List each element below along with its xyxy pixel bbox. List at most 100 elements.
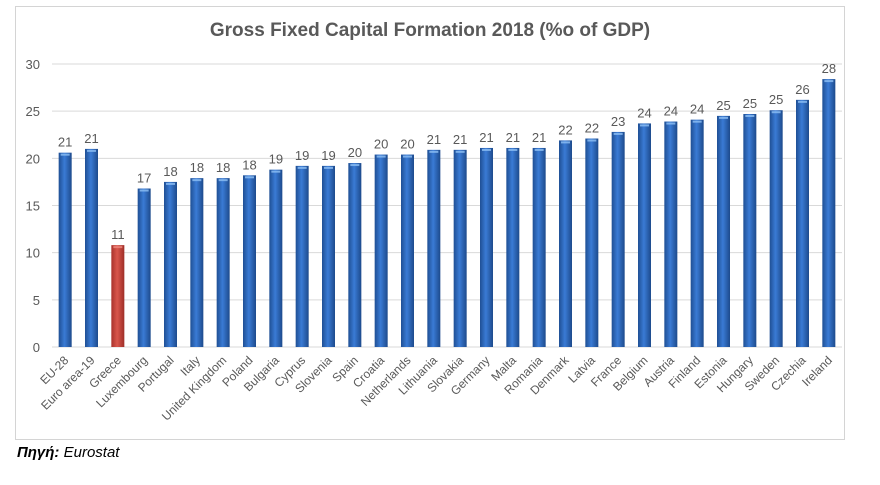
bar-highlight-cap [719,116,728,119]
data-label: 19 [269,152,283,167]
bar-eu-28 [58,152,72,347]
source-label: Πηγή: [17,444,60,461]
bar-highlight-cap [218,179,228,182]
bar-sweden [769,110,783,348]
source-note: Πηγή: Eurostat [17,444,119,461]
data-label: 21 [58,135,72,150]
bar-euro-area-19 [85,148,98,347]
bar-highlight-cap [245,176,254,179]
bar-highlight-cap [666,122,676,125]
bar-greece [111,245,125,347]
bar-slovakia [453,149,467,347]
bar-highlight-cap [403,155,412,158]
bar-highlight-cap [482,148,491,151]
data-label: 17 [137,171,151,186]
y-tick-label: 25 [26,104,40,119]
bar-germany [480,147,493,347]
y-tick-label: 30 [26,57,40,72]
bar-highlight-cap [534,148,544,151]
bar-highlight-cap [350,164,360,167]
data-label: 28 [822,61,836,76]
bar-highlight-cap [113,246,123,249]
bar-highlight-cap [771,111,781,114]
bar-france [611,131,625,347]
bar-netherlands [401,154,414,347]
bar-highlight-cap [798,100,807,103]
bar-highlight-cap [60,153,70,156]
bar-poland [243,175,256,347]
data-label: 25 [769,92,783,107]
bar-bulgaria [269,169,283,347]
bar-highlight-cap [613,132,623,135]
data-label: 24 [664,104,678,119]
data-label: 18 [190,160,204,175]
data-label: 25 [716,98,730,113]
bar-highlight-cap [508,148,518,151]
bar-highlight-cap [824,80,834,83]
bar-highlight-cap [561,141,570,144]
data-label: 19 [295,148,309,163]
bar-highlight-cap [455,150,465,153]
chart-title: Gross Fixed Capital Formation 2018 (%o o… [209,20,651,41]
bar-highlight-cap [376,155,386,158]
bar-italy [190,178,204,347]
bar-spain [348,163,362,347]
data-label: 18 [242,157,256,172]
bar-austria [664,121,678,347]
data-label: 20 [374,137,388,152]
bar-highlight-cap [87,149,96,152]
data-label: 11 [111,227,125,242]
data-label: 24 [637,105,651,120]
bar-highlight-cap [271,170,281,173]
y-tick-label: 0 [33,340,40,355]
data-label: 24 [690,102,704,117]
bar-lithuania [427,149,441,347]
bar-belgium [638,123,651,348]
bar-highlight-cap [429,150,439,153]
bar-slovenia [322,165,335,347]
bar-cyprus [295,165,309,347]
y-tick-label: 10 [26,246,40,261]
bar-highlight-cap [192,179,202,182]
data-label: 25 [743,96,757,111]
data-label: 21 [506,130,520,145]
source-value: Eurostat [63,444,120,461]
y-tick-label: 5 [33,293,40,308]
bar-czechia [796,99,809,347]
data-label: 19 [321,148,335,163]
bar-luxembourg [137,188,151,347]
data-label: 22 [558,122,572,137]
y-tick-label: 15 [26,199,40,214]
bar-romania [532,147,546,347]
bar-highlight-cap [166,182,175,185]
bar-croatia [374,154,388,347]
data-label: 21 [532,130,546,145]
bar-portugal [164,181,177,347]
bar-highlight-cap [587,139,597,142]
bar-estonia [717,115,730,347]
bar-malta [506,147,520,347]
bar-highlight-cap [745,114,755,117]
bar-highlight-cap [139,189,149,192]
data-label: 18 [163,164,177,179]
bar-highlight-cap [692,120,702,123]
data-label: 26 [795,82,809,97]
data-label: 22 [585,121,599,136]
data-label: 21 [84,131,98,146]
bar-highlight-cap [324,166,333,169]
x-tick-label: Ireland [799,353,835,389]
bar-ireland [822,79,836,348]
data-label: 18 [216,160,230,175]
data-label: 23 [611,114,625,129]
bar-highlight-cap [297,166,307,169]
bar-highlight-cap [640,124,649,127]
data-label: 21 [479,130,493,145]
data-label: 20 [348,145,362,160]
data-label: 21 [427,132,441,147]
data-label: 20 [400,137,414,152]
bar-denmark [559,140,572,347]
bar-finland [690,119,704,347]
data-label: 21 [453,132,467,147]
bar-hungary [743,113,757,347]
